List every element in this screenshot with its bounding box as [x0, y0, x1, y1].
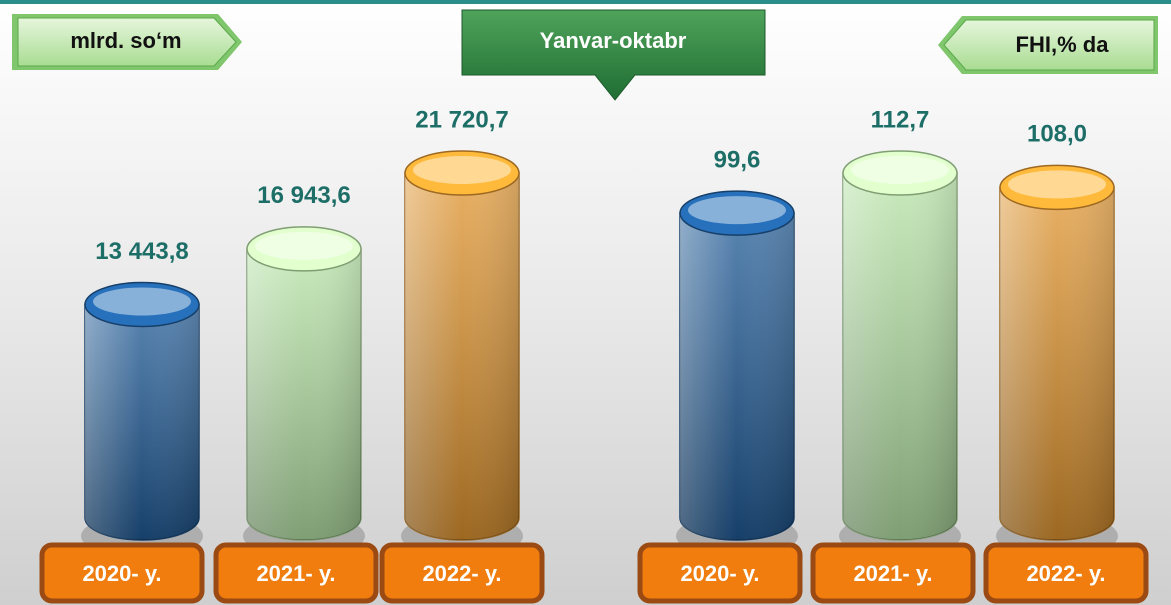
cylinder-top	[999, 164, 1115, 211]
cylinder-top-shine	[851, 156, 949, 184]
left-unit-label: mlrd. so‘m	[12, 14, 242, 70]
cylinder-depth	[85, 304, 199, 540]
cylinder-top-shine	[93, 287, 191, 316]
cylinder-depth	[1000, 187, 1114, 540]
period-title: Yanvar-oktabr	[461, 9, 766, 101]
cylinder-top	[842, 150, 958, 196]
value-label: 16 943,6	[257, 182, 350, 209]
value-label: 108,0	[1027, 121, 1087, 148]
cylinder-depth	[405, 173, 519, 540]
unit-label: FHI,% da	[1016, 32, 1110, 57]
x-tick-label: 2021- y.	[853, 561, 932, 586]
category-box	[810, 542, 976, 604]
category-box	[39, 542, 205, 604]
category-box	[379, 542, 545, 604]
cylinder-top-shine	[1008, 170, 1106, 199]
x-tick-label: 2022- y.	[422, 561, 501, 586]
cylinder-top-shine	[688, 196, 786, 225]
category-box	[983, 542, 1149, 604]
value-label: 99,6	[714, 146, 761, 173]
x-tick-label: 2022- y.	[1026, 561, 1105, 586]
cylinder-top	[404, 150, 520, 196]
unit-label: mlrd. so‘m	[70, 28, 181, 53]
cylinder-top-shine	[413, 156, 511, 184]
x-tick-label: 2020- y.	[82, 561, 161, 586]
cylinder-depth	[843, 173, 957, 540]
x-tick-label: 2020- y.	[680, 561, 759, 586]
cylinder-top-shine	[255, 231, 353, 260]
cylinder-top	[679, 190, 795, 236]
cylinder-depth	[247, 248, 361, 541]
category-box	[213, 542, 379, 604]
x-tick-label: 2021- y.	[256, 561, 335, 586]
value-label: 13 443,8	[95, 238, 188, 265]
value-label: 112,7	[871, 106, 930, 133]
category-box	[637, 542, 803, 604]
value-label: 21 720,7	[415, 106, 508, 133]
title: Yanvar-oktabr	[540, 28, 687, 53]
cylinder-top	[246, 226, 362, 272]
top-rule	[0, 0, 1171, 4]
cylinder-depth	[680, 213, 794, 540]
right-unit-label: FHI,% da	[938, 16, 1158, 74]
cylinder-top	[84, 281, 200, 328]
